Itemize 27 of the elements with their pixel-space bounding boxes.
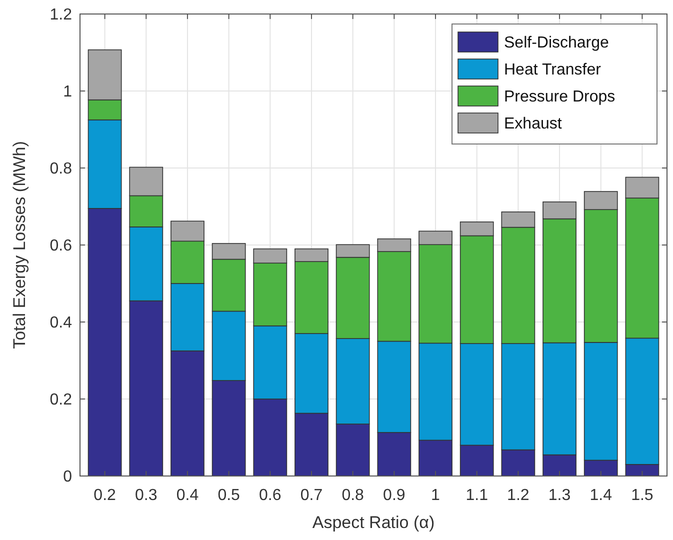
legend-label: Exhaust — [504, 116, 562, 133]
x-tick-label: 0.3 — [135, 487, 158, 504]
y-tick-label: 0.2 — [50, 392, 72, 409]
x-tick-label: 1.4 — [590, 487, 612, 504]
legend-label: Heat Transfer — [504, 62, 602, 79]
y-tick-label: 0 — [63, 468, 72, 486]
y-tick-label: 1 — [63, 84, 72, 101]
x-tick-label: 0.7 — [300, 487, 323, 504]
y-tick-label: 0.8 — [50, 160, 72, 178]
y-tick-label: 0.6 — [50, 238, 72, 255]
x-tick-label: 0.4 — [176, 487, 199, 504]
x-tick-label: 0.2 — [94, 487, 116, 504]
x-axis-title: Aspect Ratio (α) — [312, 513, 435, 532]
x-tick-label: 1.3 — [548, 487, 571, 504]
x-tick-label: 0.6 — [259, 487, 282, 504]
legend-label: Pressure Drops — [504, 88, 616, 106]
y-tick-label: 1.2 — [50, 6, 72, 24]
x-tick-label: 1.2 — [507, 487, 530, 504]
legend-label: Self-Discharge — [504, 34, 610, 52]
y-axis-title: Total Exergy Losses (MWh) — [10, 141, 29, 349]
x-tick-label: 1.5 — [631, 487, 654, 504]
y-tick-label: 0.4 — [50, 314, 72, 332]
x-tick-label: 0.8 — [342, 487, 364, 504]
x-tick-label: 1.1 — [466, 487, 488, 504]
x-tick-label: 0.9 — [383, 487, 406, 504]
x-tick-label: 1 — [431, 487, 440, 504]
x-tick-label: 0.5 — [218, 487, 240, 504]
